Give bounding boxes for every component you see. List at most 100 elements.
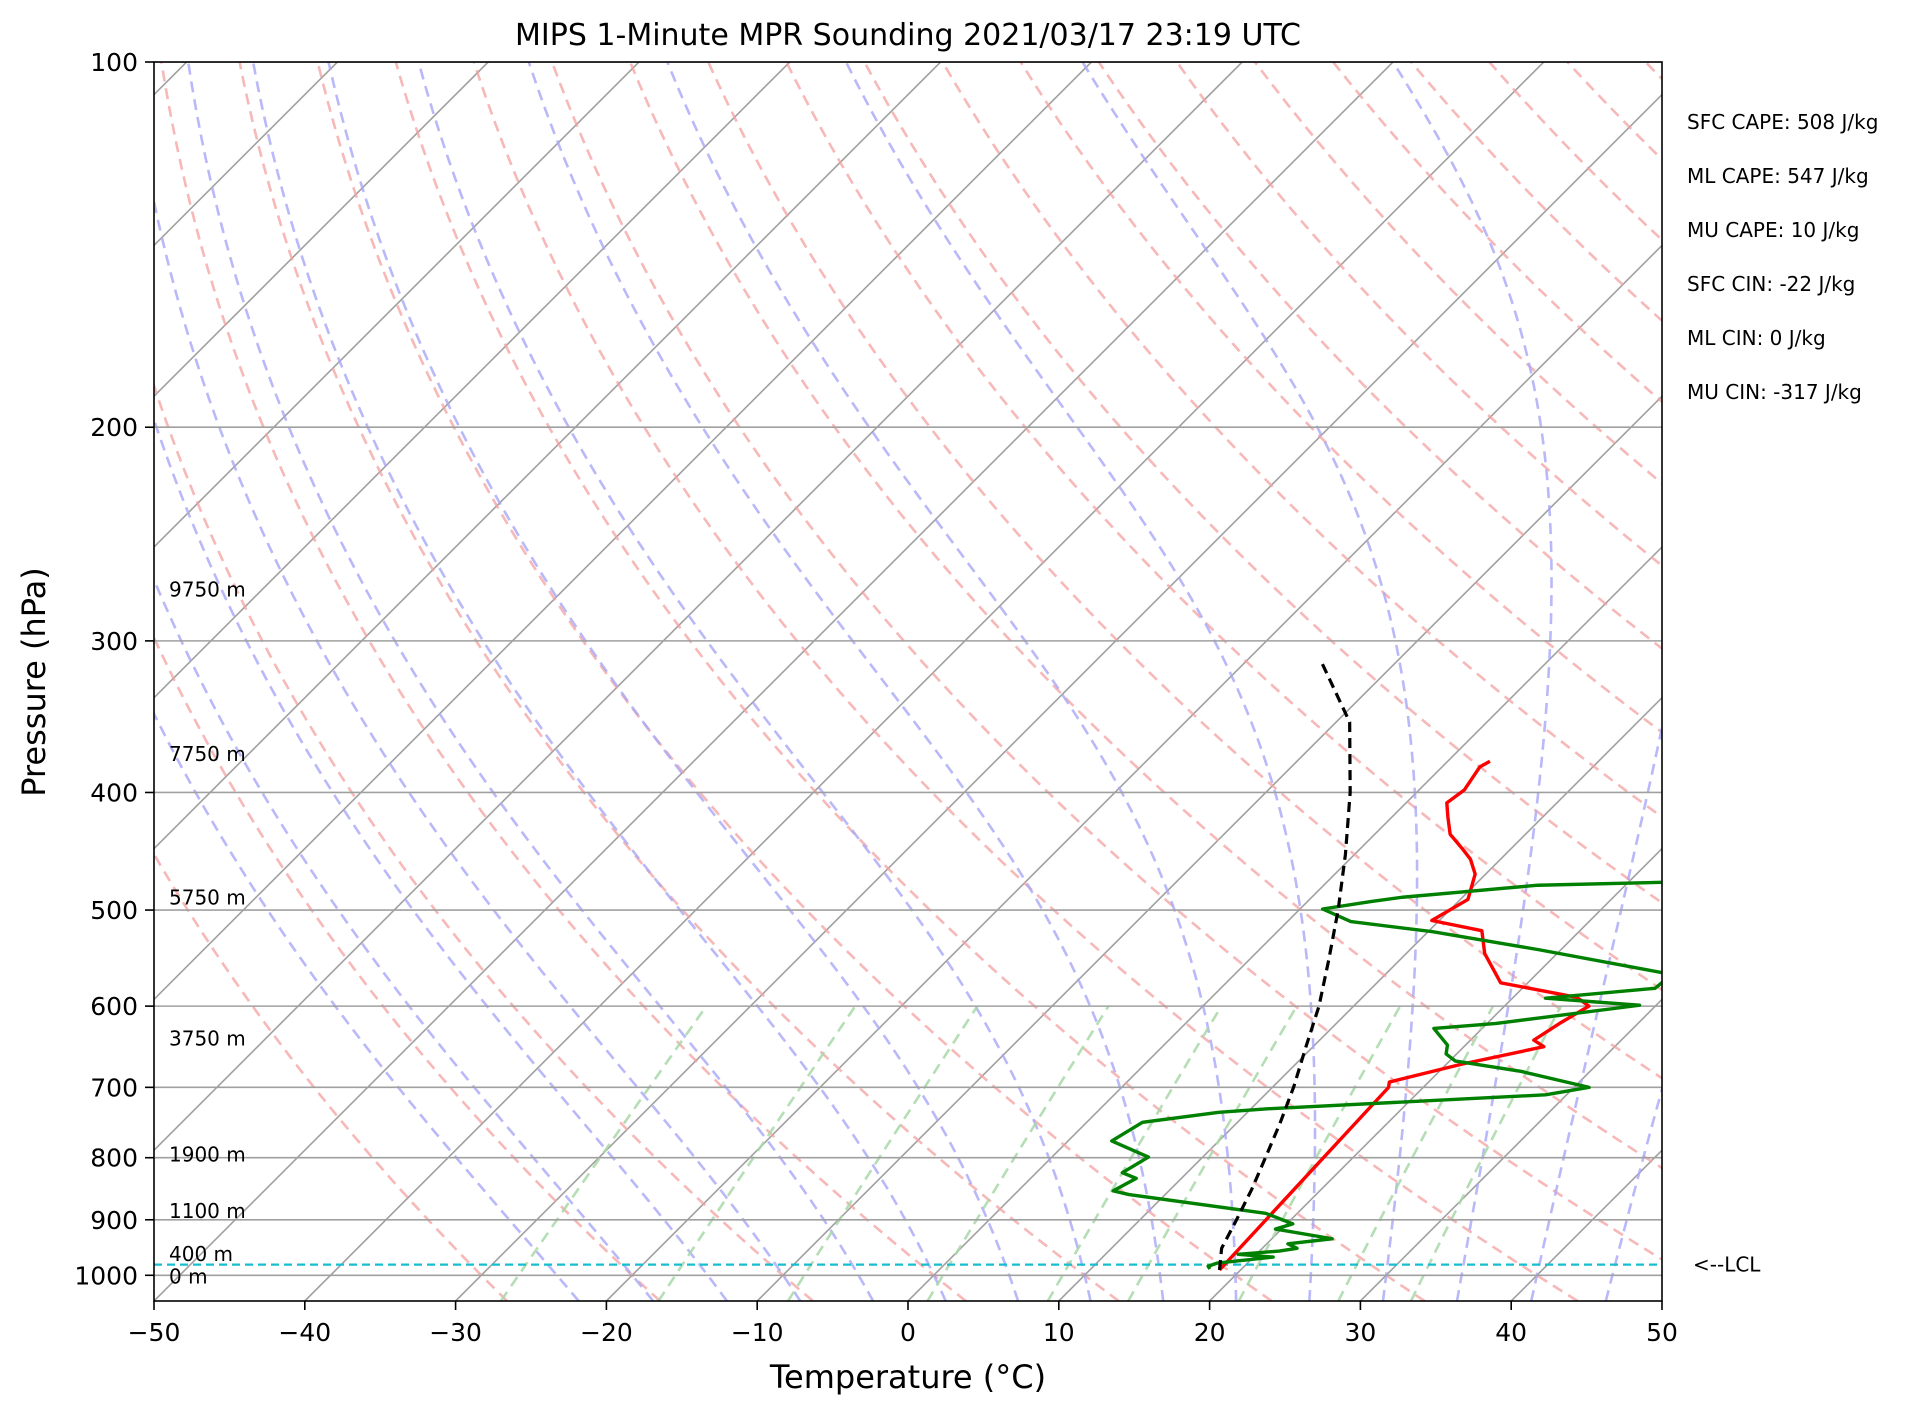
moist-adiabat-line <box>1391 62 1553 1301</box>
y-tick-label: 900 <box>90 1206 138 1235</box>
y-tick-label: 600 <box>90 992 138 1021</box>
mixing-ratio-line <box>1046 1005 1223 1301</box>
moist-adiabat-line <box>186 62 875 1301</box>
moist-adiabat-line <box>844 62 1317 1301</box>
moist-adiabat-line <box>154 415 728 1301</box>
isotherm-line <box>1209 847 1662 1301</box>
stability-annotation: MU CIN: -317 J/kg <box>1687 380 1862 404</box>
isotherm-line <box>154 62 1243 1152</box>
dry-adiabat-line <box>863 62 1662 905</box>
dry-adiabat-line <box>154 634 661 1301</box>
dry-adiabat-line <box>1410 62 1662 323</box>
x-tick-label: 40 <box>1495 1318 1527 1347</box>
isotherm-line <box>1058 696 1662 1301</box>
isotherm-line <box>154 62 1394 1301</box>
x-tick-label: 0 <box>900 1318 916 1347</box>
y-tick-label: 800 <box>90 1144 138 1173</box>
moist-adiabat-line <box>1529 721 1662 1301</box>
height-label: 5750 m <box>169 885 246 909</box>
isotherm-line <box>1359 998 1662 1301</box>
isotherm-line <box>455 93 1662 1301</box>
mixing-ratio-line <box>657 1005 857 1301</box>
dry-adiabat-line <box>941 62 1662 819</box>
moist-adiabat-line <box>154 576 655 1301</box>
x-tick-label: 30 <box>1344 1318 1376 1347</box>
stability-annotation: ML CIN: 0 J/kg <box>1687 326 1826 350</box>
y-tick-label: 400 <box>90 778 138 807</box>
x-axis-label: Temperature (°C) <box>769 1358 1046 1396</box>
y-tick-label: 300 <box>90 627 138 656</box>
mixing-ratio-line <box>926 1005 1110 1301</box>
isotherm-line <box>154 62 942 850</box>
height-label: 1900 m <box>169 1142 246 1166</box>
y-tick-label: 1000 <box>74 1261 138 1290</box>
dry-adiabat-line <box>394 62 1426 1301</box>
x-tick-label: −40 <box>278 1318 331 1347</box>
temperature-line <box>1218 759 1591 1272</box>
dry-adiabat-line <box>154 851 508 1301</box>
x-tick-label: 50 <box>1646 1318 1678 1347</box>
moist-adiabat-line <box>251 62 947 1301</box>
x-tick-label: −50 <box>128 1318 181 1347</box>
isotherm-line <box>304 62 1545 1301</box>
chart-title: MIPS 1-Minute MPR Sounding 2021/03/17 23… <box>515 18 1301 53</box>
isobar-grid <box>154 62 1662 1277</box>
dry-adiabat-line <box>550 62 1662 1262</box>
x-tick-label: 20 <box>1194 1318 1226 1347</box>
height-label: 9750 m <box>169 577 246 601</box>
height-label: 7750 m <box>169 742 246 766</box>
height-label: 0 m <box>169 1264 208 1288</box>
isotherm-line <box>907 545 1662 1301</box>
isotherm-line <box>154 62 640 549</box>
x-tick-label: −10 <box>731 1318 784 1347</box>
moist-adiabat-line <box>327 62 1020 1301</box>
x-tick-label: −20 <box>580 1318 633 1347</box>
background-lines <box>154 62 1662 1301</box>
height-labels: 9750 m 7750 m 5750 m 3750 m 1900 m 1100 m 400 … <box>169 577 246 1288</box>
dry-adiabat-line <box>472 62 1579 1301</box>
lcl-label: <--LCL <box>1693 1253 1761 1277</box>
height-label: 400 m <box>169 1242 233 1266</box>
dry-adiabat-line <box>160 62 967 1301</box>
sounding-series <box>1110 660 1662 1272</box>
mixing-ratio-line <box>1409 1005 1562 1301</box>
dry-adiabat-line <box>1175 62 1662 568</box>
moist-adiabat-line <box>154 710 580 1301</box>
height-label: 3750 m <box>169 1026 246 1050</box>
y-tick-label: 200 <box>90 413 138 442</box>
dewpoint-line <box>1110 880 1662 1270</box>
dry-adiabat-line <box>1253 62 1662 486</box>
mixing-ratio-line <box>786 1005 979 1301</box>
y-tick-label: 100 <box>90 48 138 77</box>
isotherm-line <box>154 62 1092 1001</box>
x-tick-label: 10 <box>1043 1318 1075 1347</box>
moist-adiabat-line <box>1081 62 1419 1301</box>
x-tick-label: −30 <box>429 1318 482 1347</box>
mixing-ratio-line <box>499 1005 708 1301</box>
isotherm-line <box>605 244 1662 1301</box>
dry-adiabat-line <box>1332 62 1662 404</box>
isotherm-line <box>154 62 791 699</box>
dry-adiabat-line <box>1019 62 1662 734</box>
dry-adiabat-line <box>785 62 1662 992</box>
height-label: 1100 m <box>169 1199 246 1223</box>
y-tick-label: 500 <box>90 896 138 925</box>
moist-adiabat-line <box>417 62 1092 1301</box>
isotherm-line <box>154 62 489 398</box>
y-axis-label: Pressure (hPa) <box>15 567 53 797</box>
stability-annotation: SFC CAPE: 508 J/kg <box>1687 110 1878 134</box>
mixing-ratio-line <box>1337 1005 1495 1301</box>
stability-annotation: SFC CIN: -22 J/kg <box>1687 272 1855 296</box>
moist-adiabat-line <box>154 195 802 1301</box>
mixing-ratio-line <box>1127 1005 1298 1301</box>
isotherm-line <box>756 395 1662 1301</box>
stability-annotation: MU CAPE: 10 J/kg <box>1687 218 1859 242</box>
moist-adiabat-line <box>527 62 1165 1301</box>
dry-adiabat-line <box>1097 62 1662 651</box>
dry-adiabat-line <box>154 381 814 1301</box>
y-tick-label: 700 <box>90 1073 138 1102</box>
stability-annotation: ML CAPE: 547 J/kg <box>1687 164 1869 188</box>
stability-annotations: SFC CAPE: 508 J/kg ML CAPE: 547 J/kg MU CA… <box>1687 110 1878 404</box>
